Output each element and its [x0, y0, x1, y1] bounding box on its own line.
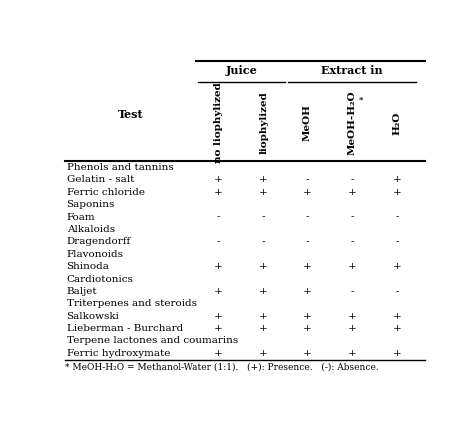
Text: +: +	[347, 324, 356, 333]
Text: H₂O: H₂O	[392, 111, 401, 135]
Text: +: +	[259, 176, 268, 184]
Text: +: +	[214, 324, 223, 333]
Text: +: +	[259, 262, 268, 271]
Text: +: +	[214, 188, 223, 197]
Text: +: +	[214, 312, 223, 320]
Text: Ferric chloride: Ferric chloride	[66, 188, 145, 197]
Text: -: -	[262, 213, 265, 221]
Text: Terpene lactones and coumarins: Terpene lactones and coumarins	[66, 337, 238, 345]
Text: -: -	[305, 213, 309, 221]
Text: -: -	[262, 237, 265, 246]
Text: +: +	[347, 262, 356, 271]
Text: -: -	[350, 287, 354, 296]
Text: +: +	[259, 349, 268, 358]
Text: +: +	[214, 176, 223, 184]
Text: +: +	[302, 324, 311, 333]
Text: liophylized: liophylized	[259, 92, 268, 154]
Text: * MeOH-H₂O = Methanol-Water (1:1).   (+): Presence.   (-): Absence.: * MeOH-H₂O = Methanol-Water (1:1). (+): …	[65, 363, 379, 372]
Text: +: +	[259, 312, 268, 320]
Text: Cardiotonics: Cardiotonics	[66, 275, 134, 283]
Text: +: +	[302, 312, 311, 320]
Text: Phenols and tannins: Phenols and tannins	[66, 163, 173, 172]
Text: Shinoda: Shinoda	[66, 262, 109, 271]
Text: *: *	[359, 95, 363, 103]
Text: Dragendorff: Dragendorff	[66, 237, 131, 246]
Text: Juice: Juice	[225, 65, 257, 76]
Text: -: -	[350, 237, 354, 246]
Text: +: +	[302, 188, 311, 197]
Text: Lieberman - Burchard: Lieberman - Burchard	[66, 324, 183, 333]
Text: -: -	[305, 237, 309, 246]
Text: +: +	[347, 188, 356, 197]
Text: +: +	[214, 262, 223, 271]
Text: -: -	[350, 213, 354, 221]
Text: +: +	[259, 324, 268, 333]
Text: MeOH-H₂O: MeOH-H₂O	[347, 91, 356, 155]
Text: +: +	[259, 287, 268, 296]
Text: +: +	[392, 188, 401, 197]
Text: -: -	[305, 176, 309, 184]
Text: -: -	[395, 287, 399, 296]
Text: +: +	[392, 262, 401, 271]
Text: Alkaloids: Alkaloids	[66, 225, 115, 234]
Text: +: +	[347, 312, 356, 320]
Text: +: +	[392, 349, 401, 358]
Text: Saponins: Saponins	[66, 200, 115, 209]
Text: Salkowski: Salkowski	[66, 312, 119, 320]
Text: +: +	[302, 262, 311, 271]
Text: +: +	[392, 312, 401, 320]
Text: Flavonoids: Flavonoids	[66, 250, 124, 259]
Text: no liophylized: no liophylized	[214, 82, 223, 163]
Text: Gelatin - salt: Gelatin - salt	[66, 176, 134, 184]
Text: +: +	[214, 349, 223, 358]
Text: +: +	[302, 287, 311, 296]
Text: +: +	[214, 287, 223, 296]
Text: Extract in: Extract in	[321, 65, 383, 76]
Text: MeOH: MeOH	[302, 104, 311, 141]
Text: Foam: Foam	[66, 213, 95, 221]
Text: Ferric hydroxymate: Ferric hydroxymate	[66, 349, 170, 358]
Text: -: -	[395, 237, 399, 246]
Text: +: +	[347, 349, 356, 358]
Text: -: -	[217, 213, 220, 221]
Text: +: +	[392, 176, 401, 184]
Text: Baljet: Baljet	[66, 287, 97, 296]
Text: +: +	[302, 349, 311, 358]
Text: +: +	[392, 324, 401, 333]
Text: -: -	[395, 213, 399, 221]
Text: +: +	[259, 188, 268, 197]
Text: Test: Test	[118, 109, 143, 120]
Text: -: -	[350, 176, 354, 184]
Text: Triterpenes and steroids: Triterpenes and steroids	[66, 299, 197, 308]
Text: -: -	[217, 237, 220, 246]
